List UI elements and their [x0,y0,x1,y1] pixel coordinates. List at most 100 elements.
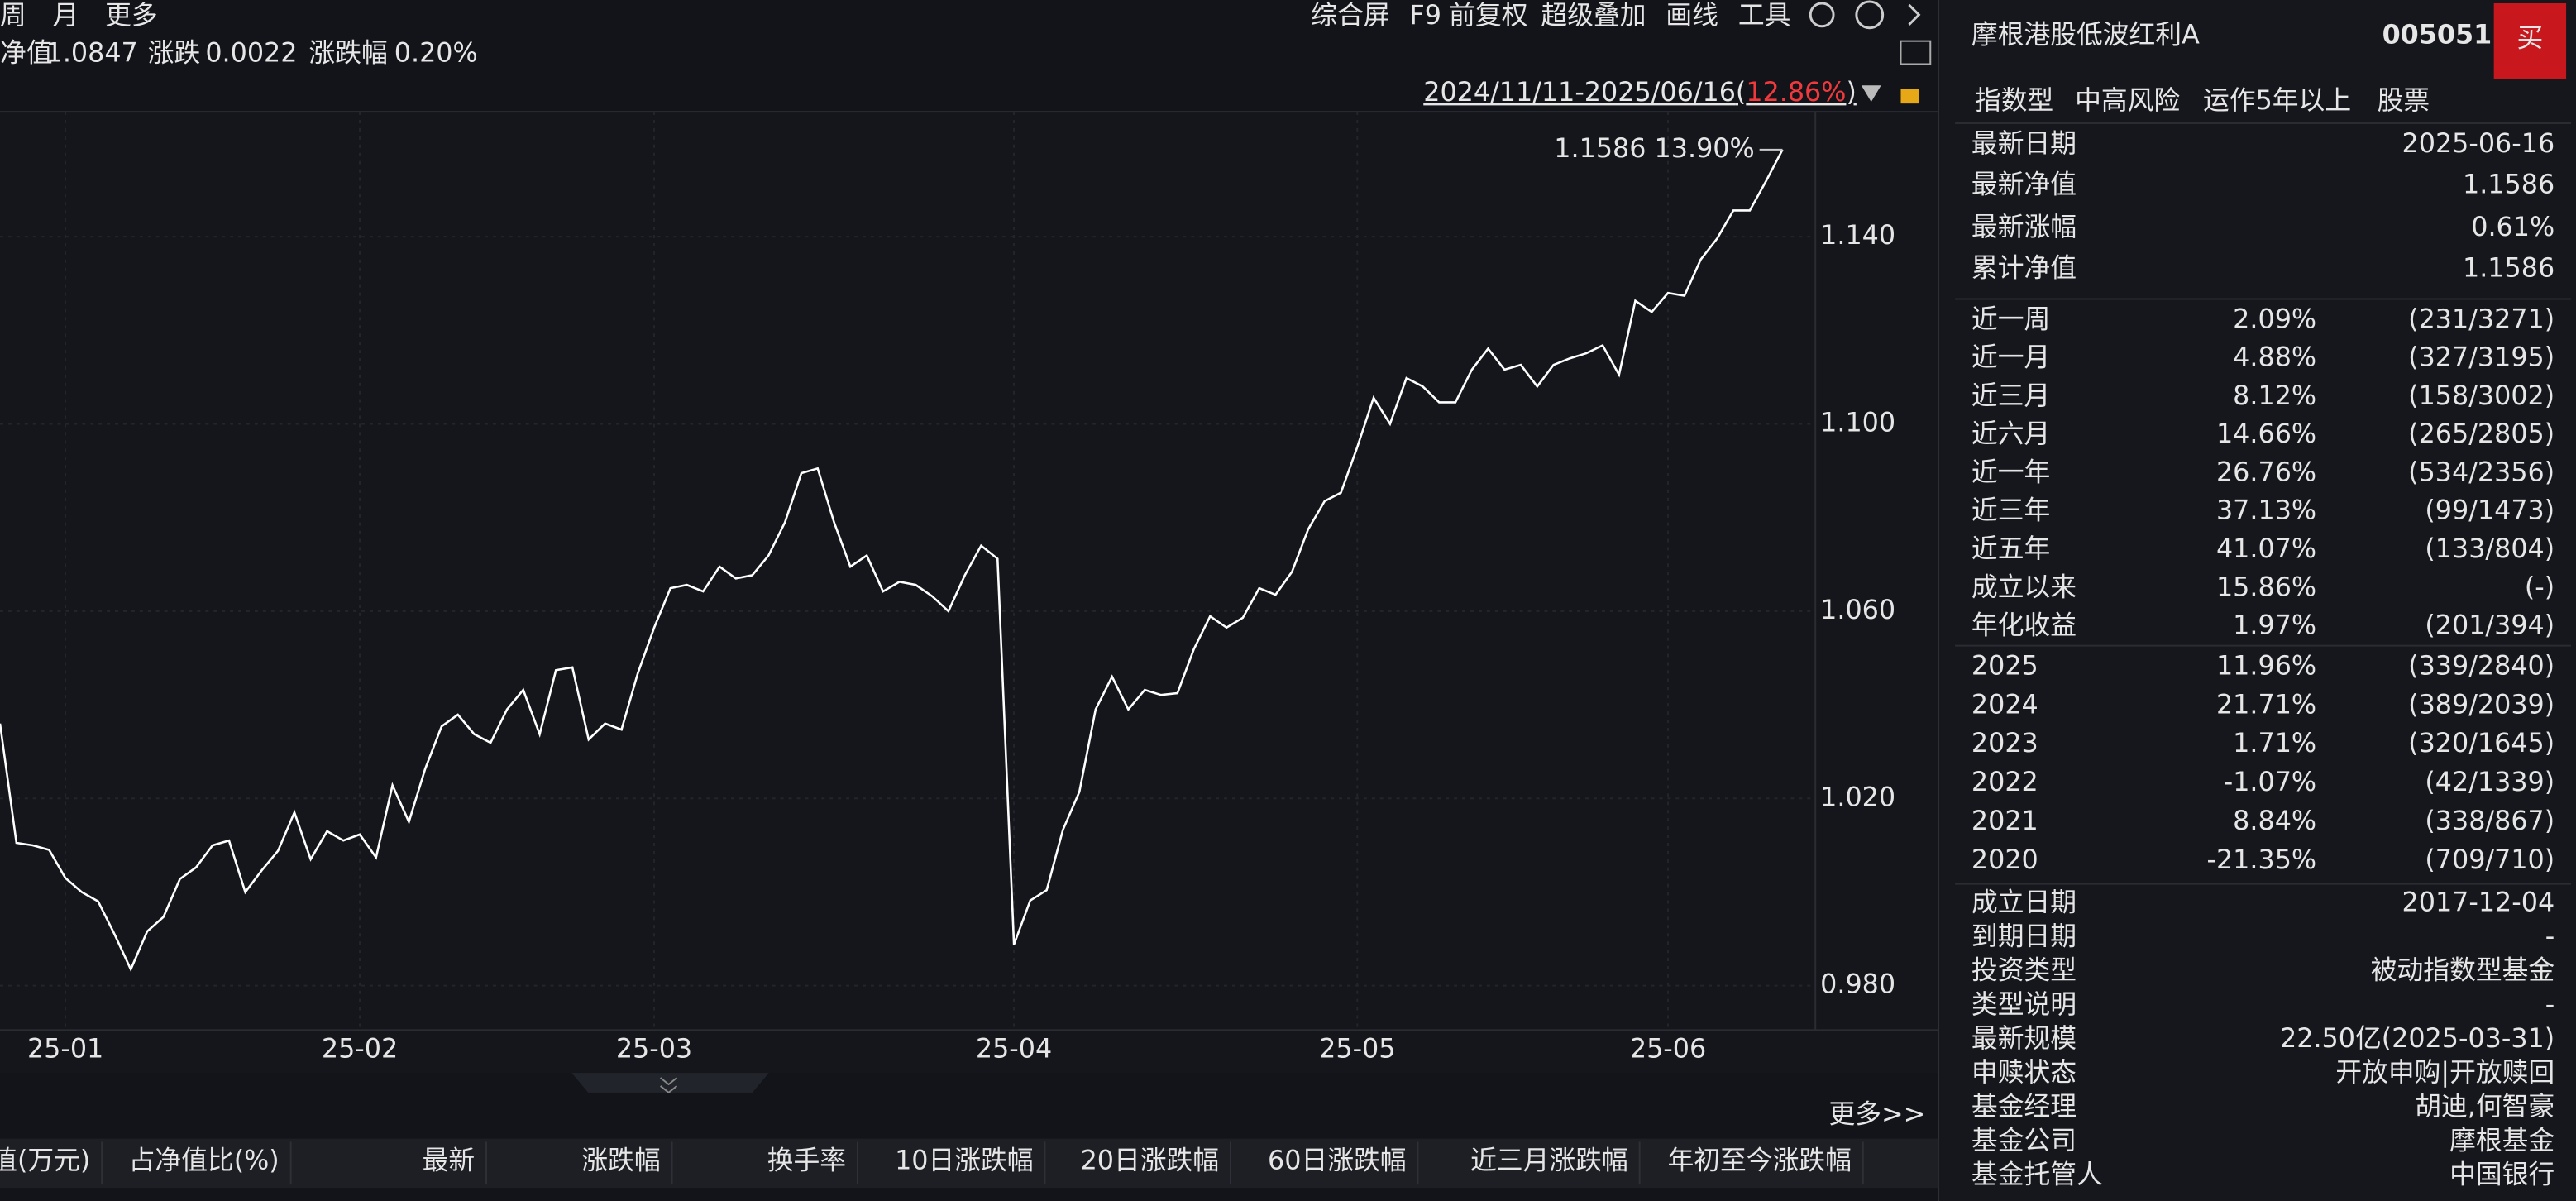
detail-label: 申赎状态 [1971,1058,2077,1088]
toolbar-item[interactable]: 工具 [1738,1,1791,31]
return-rank: (265/2805) [2408,419,2554,449]
quote-label: 涨跌幅 [308,39,387,69]
side-panel [1940,0,2576,1201]
table-header-cell: 近三月涨跌幅 [1470,1146,1628,1175]
more-link[interactable]: 更多>> [1829,1100,1926,1130]
detail-value: 被动指数型基金 [2371,956,2554,986]
return-value: 37.13% [2216,496,2316,526]
year-return: 8.84% [2233,806,2316,836]
return-value: 1.97% [2233,611,2316,641]
annotation: 1.1586 13.90% [1554,134,1754,164]
return-rank: (534/2356) [2408,457,2554,487]
return-label: 近一周 [1971,304,2050,334]
buy-label: 买 [2516,24,2543,54]
year-return: -1.07% [2224,768,2316,797]
return-label: 近一年 [1971,457,2050,487]
quote-value: 0.20% [394,39,478,69]
x-tick-label: 25-02 [322,1034,398,1064]
tag: 股票 [2378,86,2430,116]
return-rank: (231/3271) [2408,304,2554,334]
return-rank: (158/3002) [2408,381,2554,411]
year-rank: (389/2039) [2408,690,2554,720]
return-rank: (99/1473) [2425,496,2554,526]
year-rank: (709/710) [2425,845,2554,875]
year-return: 1.71% [2233,729,2316,758]
help-icon[interactable] [1855,0,1885,30]
table-header-cell: 年初至今涨跌幅 [1668,1146,1852,1175]
toolbar-item[interactable]: 超级叠加 [1541,1,1646,31]
return-value: 26.76% [2216,457,2316,487]
fund-code: 005051 [2382,21,2492,50]
return-value: 15.86% [2216,572,2316,602]
toolbar-item: 周 [0,1,26,31]
year-return: 21.71% [2216,690,2316,720]
detail-value: - [2545,990,2554,1020]
return-rank: (327/3195) [2408,343,2554,373]
table-header-cell: 60日涨跌幅 [1268,1146,1406,1175]
table-header [0,1138,1939,1189]
table-header-cell: 20日涨跌幅 [1081,1146,1219,1175]
toolbar-item[interactable]: F9 [1410,1,1441,31]
detail-value: 2017-12-04 [2402,888,2555,917]
range-change: 12.86% [1746,78,1846,108]
x-tick-label: 25-03 [616,1034,692,1064]
info-value: 1.1586 [2463,170,2554,199]
return-rank: (133/804) [2425,534,2554,564]
table-header-cell: 10日涨跌幅 [895,1146,1033,1175]
return-value: 14.66% [2216,419,2316,449]
y-tick-label: 1.100 [1820,409,1895,438]
year-return: 11.96% [2216,651,2316,681]
lock-icon[interactable] [1900,89,1919,104]
detail-value: 胡迪,何智豪 [2415,1092,2554,1122]
toolbar-item[interactable]: 画线 [1666,1,1718,31]
toolbar-item[interactable]: 前复权 [1449,1,1527,31]
y-tick-label: 1.140 [1820,221,1895,251]
year-label: 2025 [1971,651,2038,681]
fund-name: 摩根港股低波红利A [1971,21,2200,50]
tag: 指数型 [1975,86,2053,116]
chart-background [0,112,1939,1074]
range-open: ( [1736,78,1746,108]
info-value: 2025-06-16 [2402,129,2555,159]
tag: 运作5年以上 [2203,86,2351,116]
info-label: 最新日期 [1971,129,2077,159]
x-tick-label: 25-04 [976,1034,1052,1064]
detail-label: 到期日期 [1971,922,2077,952]
quote-label: 净值 [0,39,53,69]
return-rank: (201/394) [2425,611,2554,641]
return-label: 年化收益 [1971,611,2077,641]
year-rank: (42/1339) [2425,768,2554,797]
quote-value: 1.0847 [46,39,138,69]
return-label: 近五年 [1971,534,2050,564]
x-tick-label: 25-06 [1630,1034,1706,1064]
info-label: 最新净值 [1971,170,2077,199]
settings-icon[interactable] [1809,2,1835,28]
detail-label: 成立日期 [1971,888,2077,917]
toolbar-item: 更多 [105,1,158,31]
year-label: 2024 [1971,690,2038,720]
table-header-cell: 涨跌幅 [581,1146,660,1175]
return-value: 41.07% [2216,534,2316,564]
tag: 中高风险 [2075,86,2180,116]
return-value: 4.88% [2233,343,2316,373]
range-text: 2024/11/11-2025/06/16(12.86%) [1423,78,1857,108]
info-label: 累计净值 [1971,254,2077,284]
return-label: 成立以来 [1971,572,2077,602]
detail-value: 22.50亿(2025-03-31) [2280,1024,2554,1054]
y-tick-label: 1.020 [1820,782,1895,812]
wp-icon[interactable] [1900,40,1932,65]
info-label: 最新涨幅 [1971,213,2077,242]
year-label: 2023 [1971,729,2038,758]
return-rank: (-) [2525,572,2554,602]
buy-button[interactable] [2493,2,2567,79]
table-header-cell: 占净值比(%) [129,1146,280,1175]
toolbar-item[interactable]: 综合屏 [1311,1,1389,31]
next-icon[interactable] [1908,3,1921,26]
return-label: 近三月 [1971,381,2050,411]
table-header-cell: 换手率 [767,1146,846,1175]
dropdown-icon[interactable] [1861,85,1881,103]
year-rank: (339/2840) [2408,651,2554,681]
nav-line [0,149,1784,973]
detail-value: 中国银行 [2449,1160,2554,1189]
